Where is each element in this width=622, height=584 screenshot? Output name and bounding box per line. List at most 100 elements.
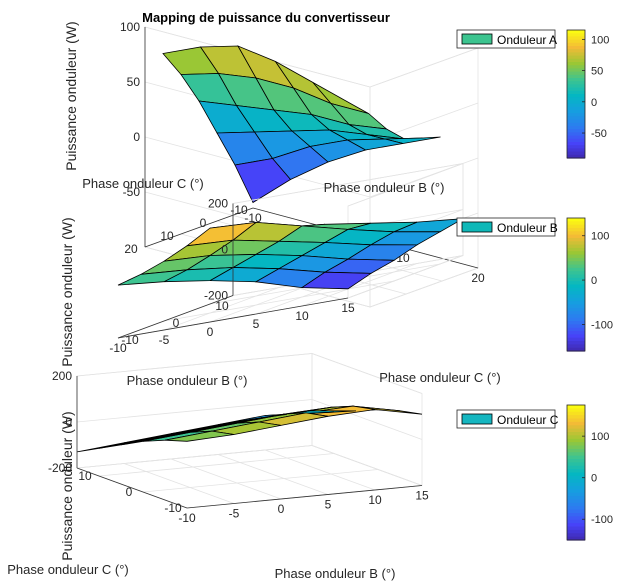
colorbar-segment: [567, 103, 585, 108]
colorbar-segment: [567, 119, 585, 124]
z-tick-label: 50: [127, 75, 141, 89]
legend-label: Onduleur C: [497, 413, 559, 427]
colorbar-segment: [567, 297, 585, 302]
y-axis-line: [76, 467, 188, 509]
colorbar-segment: [567, 415, 585, 420]
colorbar-segment: [567, 55, 585, 60]
colorbar-tick-label: 100: [591, 231, 609, 243]
colorbar-segment: [567, 46, 585, 50]
x-tick-label: 20: [471, 271, 485, 285]
colorbar-segment: [567, 516, 585, 521]
colorbar-segment: [567, 81, 585, 85]
z-tick-label: 200: [52, 369, 72, 383]
z-tick-label: -200: [48, 461, 72, 475]
colorbar-segment: [567, 251, 585, 256]
colorbar-segment: [567, 145, 585, 149]
colorbar-segment: [567, 36, 585, 41]
z-gridline: [76, 353, 423, 394]
z-axis-label-c: Puissance onduleur (W): [59, 411, 75, 560]
y-axis-label-c: Phase onduleur C (°): [7, 562, 129, 577]
z-gridline: [76, 445, 423, 486]
x-gridline: [264, 449, 376, 491]
colorbar-segment: [567, 113, 585, 117]
z-axis-label-a: Puissance onduleur (W): [63, 21, 79, 170]
y-tick-label: 0: [173, 316, 180, 330]
y-tick-label: 10: [215, 299, 229, 313]
colorbar-segment: [567, 307, 585, 312]
colorbar-segment: [567, 509, 585, 514]
colorbar-segment: [567, 234, 585, 239]
x-axis-label-b: Phase onduleur B (°): [127, 373, 248, 388]
x-tick-label: 0: [207, 325, 214, 339]
x-tick-label: -5: [229, 507, 240, 521]
colorbar-segment: [567, 331, 585, 335]
colorbar-segment: [567, 317, 585, 322]
colorbar-segment: [567, 418, 585, 423]
legend-label: Onduleur B: [497, 221, 558, 235]
y-tick-label: 10: [160, 229, 174, 243]
colorbar-segment: [567, 138, 585, 143]
y-axis-line: [144, 207, 254, 248]
x-axis-line: [186, 485, 423, 509]
colorbar-segment: [567, 536, 585, 541]
colorbar-segment: [567, 526, 585, 531]
colorbar-segment: [567, 231, 585, 236]
y-tick-label: -10: [230, 203, 248, 217]
colorbar-segment: [567, 459, 585, 463]
legend-swatch: [461, 221, 493, 233]
colorbar-segment: [567, 472, 585, 477]
colorbar-segment: [567, 151, 585, 156]
colorbar-segment: [567, 135, 585, 140]
y-tick-label: -10: [164, 501, 182, 515]
x-tick-label: -10: [109, 341, 127, 355]
colorbar-segment: [567, 321, 585, 325]
surface-patch: [117, 269, 188, 286]
colorbar-segment: [567, 442, 585, 447]
colorbar-tick-label: -50: [591, 128, 607, 140]
colorbar-segment: [567, 301, 585, 306]
colorbar-segment: [567, 311, 585, 316]
colorbar-segment: [567, 448, 585, 453]
x-tick-label: 15: [341, 301, 355, 315]
colorbar-segment: [567, 334, 585, 339]
colorbar-segment: [567, 68, 585, 73]
colorbar-segment: [567, 492, 585, 497]
colorbar-tick-label: -100: [591, 514, 613, 526]
colorbar-segment: [567, 224, 585, 229]
colorbar-segment: [567, 533, 585, 538]
x-axis-label-a: Phase onduleur B (°): [324, 180, 445, 195]
surface-patch: [76, 438, 147, 453]
legend-swatch: [461, 33, 493, 45]
colorbar-segment: [567, 425, 585, 430]
x-tick-label: -10: [244, 211, 262, 225]
colorbar-segment: [567, 469, 585, 474]
colorbar-segment: [567, 344, 585, 349]
colorbar-segment: [567, 30, 585, 34]
colorbar-segment: [567, 324, 585, 329]
colorbar-segment: [567, 129, 585, 133]
colorbar-segment: [567, 264, 585, 269]
colorbar-segment: [567, 94, 585, 98]
z-tick-label: 0: [221, 243, 228, 257]
colorbar-segment: [567, 227, 585, 232]
colorbar-segment: [567, 475, 585, 480]
colorbar-tick-label: 100: [591, 431, 609, 443]
y-tick-label: 10: [78, 469, 92, 483]
y-gridline: [163, 280, 395, 322]
colorbar-segment: [567, 499, 585, 504]
colorbar-segment: [567, 281, 585, 286]
colorbar-segment: [567, 284, 585, 289]
colorbar-segment: [567, 257, 585, 262]
x-gridline: [217, 454, 329, 495]
colorbar-segment: [567, 314, 585, 319]
y-gridline: [98, 453, 335, 477]
colorbar-tick-label: 50: [591, 66, 603, 78]
colorbar-frame: [566, 29, 586, 159]
colorbar-segment: [567, 122, 585, 127]
y-tick-label: 0: [126, 485, 133, 499]
colorbar-segment: [567, 52, 585, 57]
colorbar-segment: [567, 347, 585, 352]
colorbar-tick-label: 100: [591, 34, 609, 46]
